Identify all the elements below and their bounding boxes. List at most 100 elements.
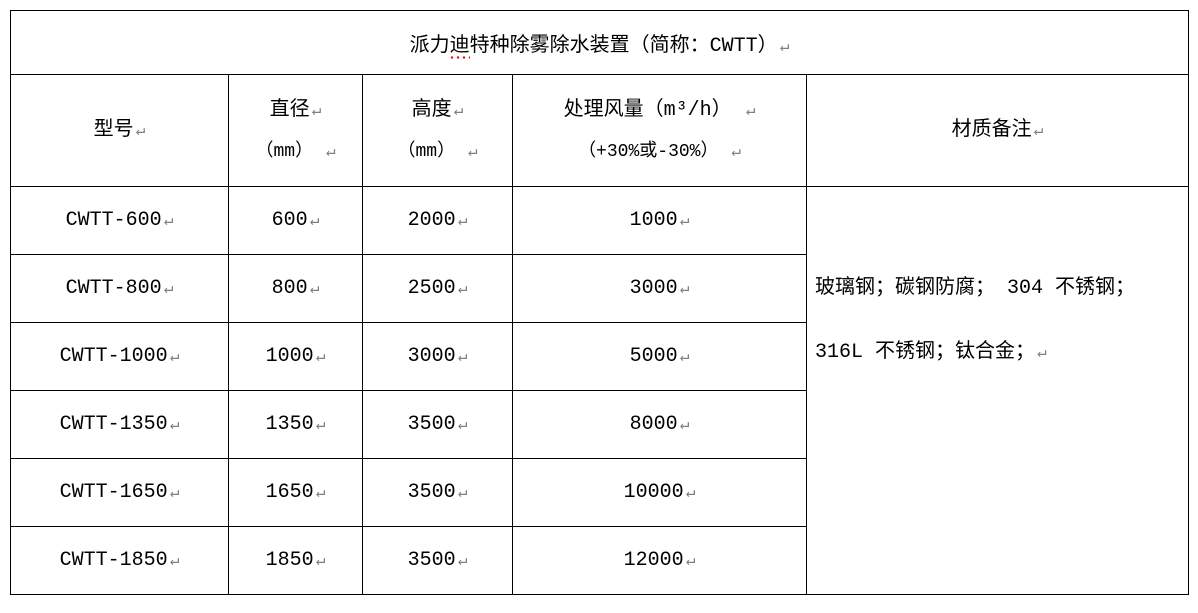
return-mark-icon: ↵: [466, 143, 478, 161]
return-mark-icon: ↵: [168, 484, 180, 502]
spec-table-container: 派力迪特种除雾除水装置（简称：CWTT）↵ 型号↵ 直径↵ （mm） ↵ 高度↵…: [10, 10, 1188, 595]
return-mark-icon: ↵: [1032, 122, 1044, 140]
spec-table: 派力迪特种除雾除水装置（简称：CWTT）↵ 型号↵ 直径↵ （mm） ↵ 高度↵…: [10, 10, 1189, 595]
cell-text: CWTT-800: [66, 277, 162, 300]
cell-text: CWTT-1000: [60, 345, 168, 368]
cell-text: CWTT-600: [66, 209, 162, 232]
material-text: 玻璃钢；碳钢防腐； 304 不锈钢；316L 不锈钢；钛合金；: [815, 277, 1135, 364]
cell-text: 1850: [266, 549, 314, 572]
return-mark-icon: ↵: [168, 416, 180, 434]
return-mark-icon: ↵: [168, 552, 180, 570]
header-airflow-l2: （+30%或-30%）: [578, 142, 718, 162]
header-material: 材质备注↵: [807, 75, 1189, 187]
cell-text: 2500: [408, 277, 456, 300]
airflow-cell: 10000↵: [513, 459, 807, 527]
return-mark-icon: ↵: [314, 348, 326, 366]
header-airflow: 处理风量（m³/h） ↵ （+30%或-30%） ↵: [513, 75, 807, 187]
header-diameter-l1: 直径: [270, 99, 310, 122]
return-mark-icon: ↵: [324, 143, 336, 161]
cell-text: 1650: [266, 481, 314, 504]
airflow-cell: 8000↵: [513, 391, 807, 459]
return-mark-icon: ↵: [314, 552, 326, 570]
cell-text: 1350: [266, 413, 314, 436]
return-mark-icon: ↵: [308, 212, 320, 230]
diameter-cell: 800↵: [229, 255, 363, 323]
return-mark-icon: ↵: [1035, 344, 1047, 362]
return-mark-icon: ↵: [162, 212, 174, 230]
header-model: 型号↵: [11, 75, 229, 187]
cell-text: 3000: [630, 277, 678, 300]
header-airflow-l1: 处理风量（m³/h）: [564, 99, 732, 122]
return-mark-icon: ↵: [456, 280, 468, 298]
return-mark-icon: ↵: [162, 280, 174, 298]
header-height: 高度↵ （mm） ↵: [363, 75, 513, 187]
table-title-cell: 派力迪特种除雾除水装置（简称：CWTT）↵: [11, 11, 1189, 75]
return-mark-icon: ↵: [684, 484, 696, 502]
return-mark-icon: ↵: [452, 102, 464, 120]
header-diameter-l2: （mm）: [255, 142, 313, 162]
return-mark-icon: ↵: [678, 348, 690, 366]
height-cell: 3000↵: [363, 323, 513, 391]
model-cell: CWTT-600↵: [11, 187, 229, 255]
model-cell: CWTT-800↵: [11, 255, 229, 323]
header-material-text: 材质备注: [952, 119, 1032, 142]
return-mark-icon: ↵: [678, 280, 690, 298]
header-height-l1: 高度: [412, 99, 452, 122]
cell-text: 12000: [624, 549, 684, 572]
model-cell: CWTT-1650↵: [11, 459, 229, 527]
cell-text: CWTT-1350: [60, 413, 168, 436]
return-mark-icon: ↵: [678, 212, 690, 230]
return-mark-icon: ↵: [456, 484, 468, 502]
cell-text: 1000: [630, 209, 678, 232]
return-mark-icon: ↵: [168, 348, 180, 366]
cell-text: CWTT-1850: [60, 549, 168, 572]
return-mark-icon: ↵: [729, 143, 741, 161]
return-mark-icon: ↵: [314, 416, 326, 434]
header-diameter: 直径↵ （mm） ↵: [229, 75, 363, 187]
airflow-cell: 1000↵: [513, 187, 807, 255]
return-mark-icon: ↵: [456, 416, 468, 434]
title-prefix: 派力: [410, 35, 450, 58]
cell-text: 3500: [408, 413, 456, 436]
cell-text: 600: [272, 209, 308, 232]
diameter-cell: 1850↵: [229, 527, 363, 595]
cell-text: 8000: [630, 413, 678, 436]
header-height-l2: （mm）: [397, 142, 455, 162]
title-redword: 迪: [450, 35, 470, 58]
return-mark-icon: ↵: [678, 416, 690, 434]
return-mark-icon: ↵: [456, 552, 468, 570]
airflow-cell: 12000↵: [513, 527, 807, 595]
return-mark-icon: ↵: [314, 484, 326, 502]
table-header-row: 型号↵ 直径↵ （mm） ↵ 高度↵ （mm） ↵ 处理风量（m³/h） ↵ （…: [11, 75, 1189, 187]
cell-text: 3500: [408, 481, 456, 504]
table-title-row: 派力迪特种除雾除水装置（简称：CWTT）↵: [11, 11, 1189, 75]
airflow-cell: 5000↵: [513, 323, 807, 391]
airflow-cell: 3000↵: [513, 255, 807, 323]
diameter-cell: 1650↵: [229, 459, 363, 527]
title-suffix: 特种除雾除水装置（简称：CWTT）: [470, 35, 778, 58]
cell-text: 3500: [408, 549, 456, 572]
height-cell: 2500↵: [363, 255, 513, 323]
return-mark-icon: ↵: [134, 122, 146, 140]
height-cell: 2000↵: [363, 187, 513, 255]
model-cell: CWTT-1850↵: [11, 527, 229, 595]
cell-text: 10000: [624, 481, 684, 504]
height-cell: 3500↵: [363, 391, 513, 459]
model-cell: CWTT-1000↵: [11, 323, 229, 391]
return-mark-icon: ↵: [310, 102, 322, 120]
diameter-cell: 1000↵: [229, 323, 363, 391]
header-model-text: 型号: [94, 119, 134, 142]
height-cell: 3500↵: [363, 527, 513, 595]
model-cell: CWTT-1350↵: [11, 391, 229, 459]
cell-text: 800: [272, 277, 308, 300]
cell-text: 1000: [266, 345, 314, 368]
height-cell: 3500↵: [363, 459, 513, 527]
return-mark-icon: ↵: [684, 552, 696, 570]
return-mark-icon: ↵: [456, 212, 468, 230]
cell-text: 5000: [630, 345, 678, 368]
return-mark-icon: ↵: [456, 348, 468, 366]
return-mark-icon: ↵: [778, 38, 790, 56]
cell-text: 2000: [408, 209, 456, 232]
return-mark-icon: ↵: [744, 102, 756, 120]
material-cell: 玻璃钢；碳钢防腐； 304 不锈钢；316L 不锈钢；钛合金；↵: [807, 187, 1189, 595]
